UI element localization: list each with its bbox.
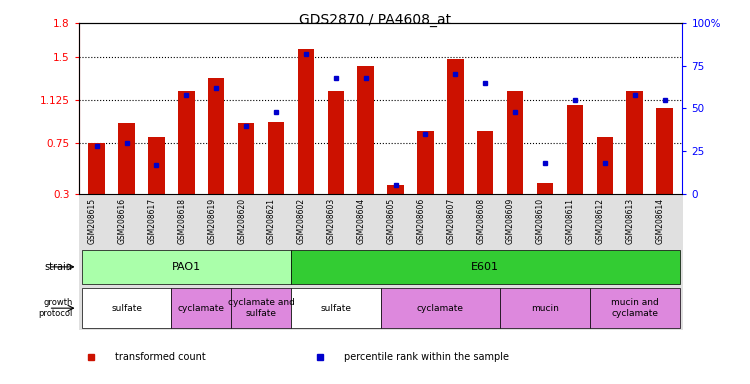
Text: GSM208616: GSM208616 (118, 198, 127, 244)
Text: GSM208620: GSM208620 (237, 198, 246, 244)
Text: cyclamate: cyclamate (417, 304, 464, 313)
Text: strain: strain (45, 262, 73, 272)
Text: GSM208608: GSM208608 (476, 198, 485, 244)
Text: cyclamate and
sulfate: cyclamate and sulfate (228, 298, 295, 318)
Bar (172, 288, 231, 328)
Text: GSM208618: GSM208618 (177, 198, 186, 244)
Text: GSM208603: GSM208603 (327, 198, 336, 245)
Bar (82, 288, 172, 328)
Text: mucin and
cyclamate: mucin and cyclamate (610, 298, 658, 318)
Bar (656, 109, 673, 194)
Bar (231, 288, 291, 328)
Text: GSM208607: GSM208607 (446, 198, 455, 245)
Bar (447, 60, 464, 194)
Text: growth
protocol: growth protocol (38, 298, 73, 318)
Bar (118, 123, 135, 194)
Text: sulfate: sulfate (320, 304, 351, 313)
Bar (507, 91, 524, 194)
Bar (291, 250, 680, 284)
Bar (537, 182, 554, 194)
Text: GSM208612: GSM208612 (596, 198, 604, 244)
Text: GSM208604: GSM208604 (357, 198, 366, 245)
Bar (88, 143, 105, 194)
Text: GSM208619: GSM208619 (207, 198, 216, 244)
Bar (626, 91, 643, 194)
Bar (208, 78, 224, 194)
Bar (298, 49, 314, 194)
Text: GSM208609: GSM208609 (506, 198, 515, 245)
Bar (82, 250, 291, 284)
Bar (328, 91, 344, 194)
Text: GSM208606: GSM208606 (416, 198, 425, 245)
Text: E601: E601 (471, 262, 500, 272)
Bar (291, 288, 380, 328)
Text: GSM208611: GSM208611 (566, 198, 575, 244)
Text: mucin: mucin (531, 304, 559, 313)
Text: GSM208605: GSM208605 (386, 198, 395, 245)
Text: PAO1: PAO1 (172, 262, 201, 272)
Text: GSM208613: GSM208613 (626, 198, 634, 244)
Text: GDS2870 / PA4608_at: GDS2870 / PA4608_at (299, 13, 451, 27)
Bar (477, 131, 494, 194)
Text: GSM208614: GSM208614 (656, 198, 664, 244)
Bar (358, 66, 374, 194)
Text: GSM208621: GSM208621 (267, 198, 276, 244)
Text: GSM208617: GSM208617 (148, 198, 157, 244)
Text: GSM208602: GSM208602 (297, 198, 306, 244)
Text: GSM208615: GSM208615 (88, 198, 97, 244)
Bar (148, 137, 165, 194)
Bar (178, 91, 194, 194)
Bar (596, 137, 613, 194)
Bar (268, 122, 284, 194)
Text: percentile rank within the sample: percentile rank within the sample (344, 351, 509, 362)
Bar (387, 185, 404, 194)
Bar (238, 123, 254, 194)
Bar (380, 288, 500, 328)
Text: sulfate: sulfate (111, 304, 142, 313)
Bar (417, 131, 434, 194)
Bar (590, 288, 680, 328)
Bar (500, 288, 590, 328)
Text: GSM208610: GSM208610 (536, 198, 545, 244)
Text: cyclamate: cyclamate (178, 304, 225, 313)
Text: transformed count: transformed count (115, 351, 206, 362)
Bar (567, 105, 583, 194)
